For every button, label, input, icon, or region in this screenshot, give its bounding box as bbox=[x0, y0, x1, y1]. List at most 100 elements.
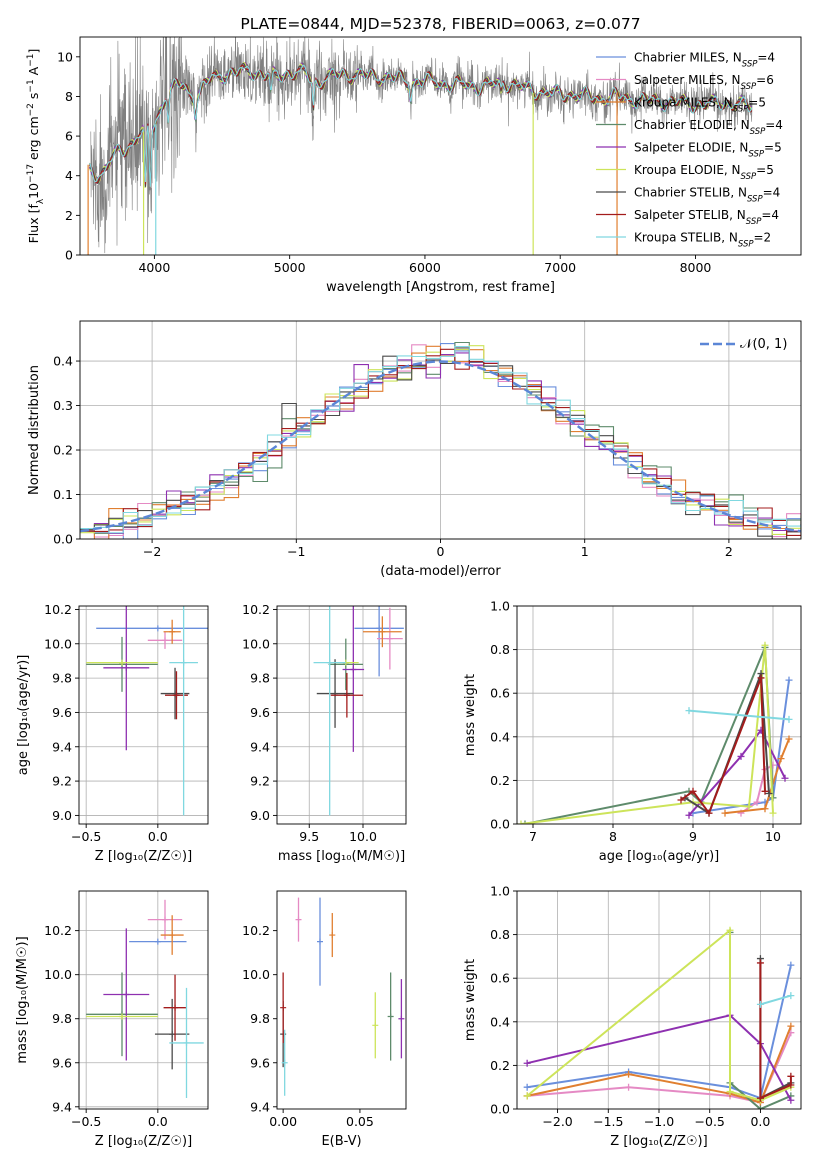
y-tick-label: 0 bbox=[65, 248, 73, 263]
weight-marker-salpeter_stelib bbox=[756, 1094, 764, 1102]
ylabel-part: ] bbox=[26, 49, 41, 54]
axes-frame bbox=[78, 890, 209, 1110]
weight-marker-kroupa_miles bbox=[625, 1070, 633, 1078]
errorbar-point-kroupa_stelib bbox=[326, 659, 333, 666]
y-tick-label: 9.2 bbox=[52, 774, 72, 789]
y-tick-label: 10.2 bbox=[44, 923, 72, 938]
y-tick-label: 9.4 bbox=[52, 1099, 72, 1114]
legend-subscript: SSP bbox=[747, 195, 763, 205]
y-tick-label: 9.8 bbox=[52, 1011, 72, 1026]
errorbar-point-chabrier_miles bbox=[317, 938, 323, 945]
axes-age-vs-Z: −0.5 0.0 9.0 9.2 9.4 9.6 9.8 10.0 10.2 Z [log₁₀(Z… bbox=[16, 602, 209, 864]
weight-marker-salpeter_stelib bbox=[761, 787, 769, 795]
y-tick-label: 0.2 bbox=[53, 443, 73, 458]
weight-marker-kroupa_elodie bbox=[523, 1092, 531, 1100]
ylabel-part: A bbox=[26, 66, 41, 79]
y-tick-label: 9.0 bbox=[250, 808, 270, 823]
y-tick-label: 10.2 bbox=[242, 602, 270, 617]
weight-marker-salpeter_stelib bbox=[757, 674, 765, 682]
legend-subscript: SSP bbox=[746, 217, 762, 227]
axes-frame bbox=[276, 605, 407, 825]
y-tick-label: 8 bbox=[65, 89, 73, 104]
legend-label: Kroupa MILES, N bbox=[634, 96, 733, 110]
y-tick-label: 9.6 bbox=[250, 1055, 270, 1070]
legend-subscript: SSP bbox=[733, 105, 749, 115]
x-tick-label: 0.05 bbox=[346, 1114, 374, 1129]
y-tick-label: 10.0 bbox=[242, 636, 270, 651]
weight-line-kroupa_stelib bbox=[688, 709, 790, 721]
axes-weight-vs-Z: −2.0 −1.5 −1.0 −0.5 0.0 0.0 0.2 0.4 0.6 0.8 1.0 Z [… bbox=[463, 884, 802, 1149]
legend-subscript: SSP bbox=[738, 240, 754, 250]
x-tick-label: 2 bbox=[725, 544, 733, 559]
y-tick-label: 10.0 bbox=[44, 967, 72, 982]
axes-frame bbox=[276, 890, 407, 1110]
weight-marker-kroupa_miles bbox=[777, 755, 785, 763]
y-tick-label: 9.8 bbox=[52, 671, 72, 686]
x-tick-label: 0.0 bbox=[148, 1114, 168, 1129]
errorbar-point-salpeter_stelib bbox=[343, 692, 350, 699]
errorbar-point-kroupa_miles bbox=[329, 932, 336, 939]
y-tick-label: 0.0 bbox=[53, 532, 73, 547]
axes-frame bbox=[79, 320, 802, 540]
y-tick-label: 10.0 bbox=[242, 967, 270, 982]
weight-marker-salpeter_stelib bbox=[689, 787, 697, 795]
weight-marker-salpeter_elodie bbox=[523, 1059, 531, 1067]
weight-marker-chabrier_elodie bbox=[756, 1105, 764, 1109]
errorbar-point-kroupa_stelib bbox=[183, 1039, 190, 1046]
weight-marker-chabrier_miles bbox=[785, 676, 793, 684]
errorbar-point-salpeter_stelib bbox=[172, 1004, 179, 1011]
weight-marker-salpeter_stelib bbox=[756, 959, 764, 967]
legend-label: Kroupa STELIB, N bbox=[634, 231, 738, 245]
x-tick-label: 8000 bbox=[680, 260, 712, 275]
weight-marker-kroupa_stelib bbox=[787, 992, 795, 1000]
x-tick-label: 9.5 bbox=[299, 829, 319, 844]
legend-subscript: SSP bbox=[742, 60, 758, 70]
weight-marker-kroupa_elodie bbox=[517, 820, 525, 824]
y-tick-label: 9.0 bbox=[52, 808, 72, 823]
y-tick-label: 9.6 bbox=[52, 1055, 72, 1070]
y-tick-label: 9.8 bbox=[250, 671, 270, 686]
y-tick-label: 6 bbox=[65, 129, 73, 144]
weight-line-kroupa_stelib bbox=[760, 994, 792, 1006]
errorbar-point-chabrier_miles bbox=[154, 625, 161, 632]
plot-area-mass-vs-ebv bbox=[280, 897, 405, 1096]
legend-label: Salpeter MILES, N bbox=[634, 73, 741, 87]
x-tick-label: 1 bbox=[581, 544, 589, 559]
legend-tail: =2 bbox=[754, 231, 772, 245]
x-tick-label: 8 bbox=[609, 829, 617, 844]
errorbar-point-kroupa_miles bbox=[169, 932, 176, 939]
legend-item: Salpeter MILES, NSSP=6 bbox=[634, 73, 774, 92]
histogram-step-salpeter_stelib bbox=[80, 348, 801, 536]
legend-item: Chabrier STELIB, NSSP=4 bbox=[634, 186, 780, 205]
weight-marker-chabrier_miles bbox=[787, 961, 795, 969]
weight-line-chabrier_miles bbox=[692, 679, 790, 815]
y-tick-label: 0.4 bbox=[490, 1014, 510, 1029]
axes-frame bbox=[516, 890, 802, 1110]
y-tick-label: 0.4 bbox=[53, 354, 73, 369]
errorbar-point-salpeter_stelib bbox=[280, 1004, 287, 1011]
weight-marker-salpeter_elodie bbox=[781, 774, 789, 782]
legend-label: 𝒩(0, 1) bbox=[740, 337, 787, 352]
errorbar-point-salpeter_miles bbox=[295, 916, 302, 923]
y-tick-label: 4 bbox=[65, 168, 73, 183]
y-tick-label: 0.2 bbox=[490, 1058, 510, 1073]
x-axis-label: age [log₁₀(age/yr)] bbox=[599, 849, 720, 864]
y-tick-label: 0.6 bbox=[490, 971, 510, 986]
y-tick-label: 0.2 bbox=[490, 773, 510, 788]
legend-item: Chabrier MILES, NSSP=4 bbox=[634, 51, 775, 70]
y-tick-label: 0.1 bbox=[53, 487, 73, 502]
model-spectrum-line-kroupa_stelib bbox=[89, 64, 753, 187]
y-tick-label: 1.0 bbox=[490, 599, 510, 614]
y-tick-label: 1.0 bbox=[490, 884, 510, 899]
weight-marker-kroupa_miles bbox=[787, 1022, 795, 1030]
x-axis-label: Z [log₁₀(Z/Z☉)] bbox=[610, 1134, 707, 1149]
legend-label: Salpeter STELIB, N bbox=[634, 208, 746, 222]
x-axis-label: E(B-V) bbox=[321, 1134, 361, 1149]
y-tick-label: 10.2 bbox=[242, 923, 270, 938]
legend-item: Salpeter ELODIE, NSSP=5 bbox=[634, 141, 782, 160]
y-tick-label: 10 bbox=[57, 49, 73, 64]
plot-area-age-vs-Z bbox=[86, 606, 208, 816]
x-tick-label: −2 bbox=[143, 544, 161, 559]
